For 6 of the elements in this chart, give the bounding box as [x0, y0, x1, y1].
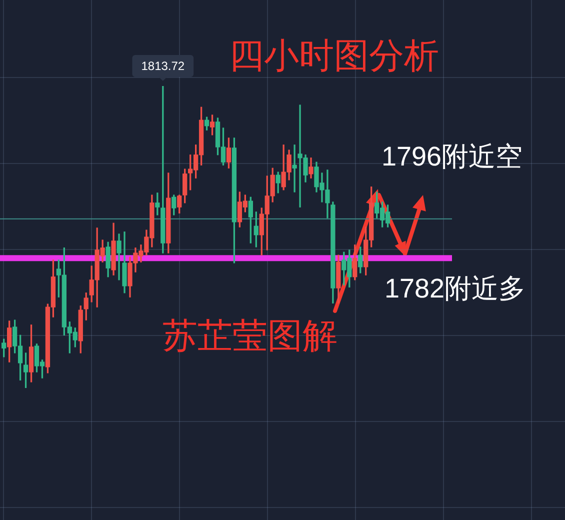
annotation: 1796附近空 — [381, 141, 523, 172]
ref-line-label: 1782附近多 — [384, 274, 526, 304]
annotation: 1813.72 — [141, 58, 185, 73]
candlestick — [292, 144, 297, 192]
annotation: 苏芷莹图解 — [162, 316, 338, 356]
chart-title: 四小时图分析 — [229, 36, 439, 76]
